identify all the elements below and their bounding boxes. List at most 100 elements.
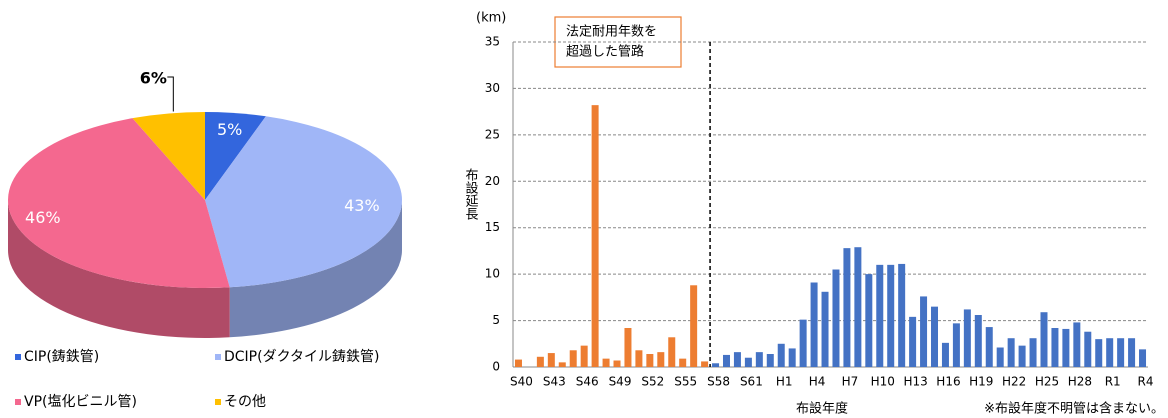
bar xyxy=(1073,322,1081,367)
data-label: 46% xyxy=(25,208,61,227)
bar xyxy=(799,319,807,367)
legend-swatch xyxy=(215,354,221,360)
data-label: 5% xyxy=(217,120,242,139)
pie-slice xyxy=(205,112,266,200)
x-tick-label: H13 xyxy=(903,375,927,389)
x-axis-title: 布設年度 xyxy=(796,401,848,417)
bar xyxy=(876,264,884,367)
bar xyxy=(1062,328,1070,367)
bar xyxy=(733,352,741,367)
legend-swatch xyxy=(15,399,21,405)
bar xyxy=(1007,338,1015,367)
y-tick-label: 35 xyxy=(485,35,500,49)
bar xyxy=(679,358,687,367)
bar xyxy=(635,350,643,367)
bar xyxy=(668,337,676,367)
bar xyxy=(701,361,709,367)
bar xyxy=(1084,331,1092,367)
y-tick-label: 15 xyxy=(485,220,500,234)
bar xyxy=(624,328,632,367)
x-tick-label: H1 xyxy=(776,375,793,389)
annotation-text: 法定耐用年数を xyxy=(566,25,657,40)
y-unit: (km) xyxy=(476,11,506,26)
x-tick-label: R4 xyxy=(1138,375,1154,389)
x-tick-label: R1 xyxy=(1105,375,1121,389)
bar xyxy=(1029,338,1037,367)
x-tick-label: S61 xyxy=(740,375,763,389)
y-tick-label: 20 xyxy=(485,174,500,188)
bar xyxy=(963,309,971,367)
bar xyxy=(569,350,577,367)
legend-swatch xyxy=(15,354,21,360)
x-tick-label: H19 xyxy=(969,375,993,389)
x-tick-label: H4 xyxy=(809,375,826,389)
x-tick-label: H28 xyxy=(1068,375,1092,389)
bar xyxy=(920,296,928,367)
y-tick-label: 30 xyxy=(485,81,500,95)
y-tick-label: 5 xyxy=(492,313,500,327)
bar xyxy=(646,354,654,367)
pie-slice xyxy=(8,118,230,288)
bar xyxy=(1040,312,1048,367)
bar xyxy=(941,342,949,367)
bar xyxy=(744,357,752,367)
pie-slice xyxy=(205,116,402,288)
bar xyxy=(843,248,851,367)
y-tick-label: 25 xyxy=(485,127,500,141)
bar xyxy=(996,347,1004,367)
y-tick-label: 10 xyxy=(485,267,500,281)
y-tick-label: 0 xyxy=(492,360,500,374)
bar xyxy=(755,352,763,367)
bar xyxy=(821,291,829,367)
x-tick-label: S55 xyxy=(674,375,697,389)
x-tick-label: H10 xyxy=(871,375,895,389)
bar xyxy=(712,363,720,367)
leader-line xyxy=(167,76,174,112)
bar xyxy=(788,348,796,367)
bar xyxy=(1106,338,1114,367)
bar xyxy=(777,343,785,367)
data-label: 43% xyxy=(344,196,380,215)
x-tick-label: S40 xyxy=(510,375,533,389)
bar xyxy=(1128,338,1136,367)
bar xyxy=(547,353,555,367)
legend-label: その他 xyxy=(224,394,266,410)
bar xyxy=(558,362,566,367)
bar xyxy=(536,356,544,367)
bar xyxy=(690,285,698,367)
bar xyxy=(832,269,840,367)
bar xyxy=(722,354,730,367)
x-tick-label: S58 xyxy=(707,375,730,389)
legend-label: DCIP(ダクタイル鋳鉄管) xyxy=(224,348,380,365)
pie-slice-side xyxy=(229,200,402,338)
bar xyxy=(952,323,960,367)
bar xyxy=(657,352,665,367)
bar xyxy=(1095,339,1103,367)
legend-label: CIP(鋳鉄管) xyxy=(24,348,99,365)
bar xyxy=(931,306,939,367)
pie-slice-side xyxy=(8,200,230,338)
x-tick-label: S43 xyxy=(543,375,566,389)
bar xyxy=(909,316,917,367)
annotation-text: 超過した管路 xyxy=(566,44,644,60)
x-tick-label: H16 xyxy=(936,375,960,389)
bar xyxy=(1139,349,1147,367)
bar xyxy=(580,345,588,367)
x-tick-label: S52 xyxy=(641,375,664,389)
bar xyxy=(602,358,610,367)
note: ※布設年度不明管は含まない。 xyxy=(984,401,1164,417)
pie-slice xyxy=(132,112,205,200)
legend-swatch xyxy=(215,399,221,405)
x-tick-label: H22 xyxy=(1002,375,1026,389)
bar xyxy=(591,105,599,368)
bar xyxy=(1051,328,1059,367)
x-tick-label: S46 xyxy=(576,375,599,389)
bar xyxy=(985,327,993,367)
bar xyxy=(898,263,906,367)
bar xyxy=(613,360,621,367)
bar xyxy=(887,264,895,367)
bar xyxy=(854,247,862,367)
data-label: 6% xyxy=(140,68,167,87)
bar xyxy=(1018,345,1026,367)
